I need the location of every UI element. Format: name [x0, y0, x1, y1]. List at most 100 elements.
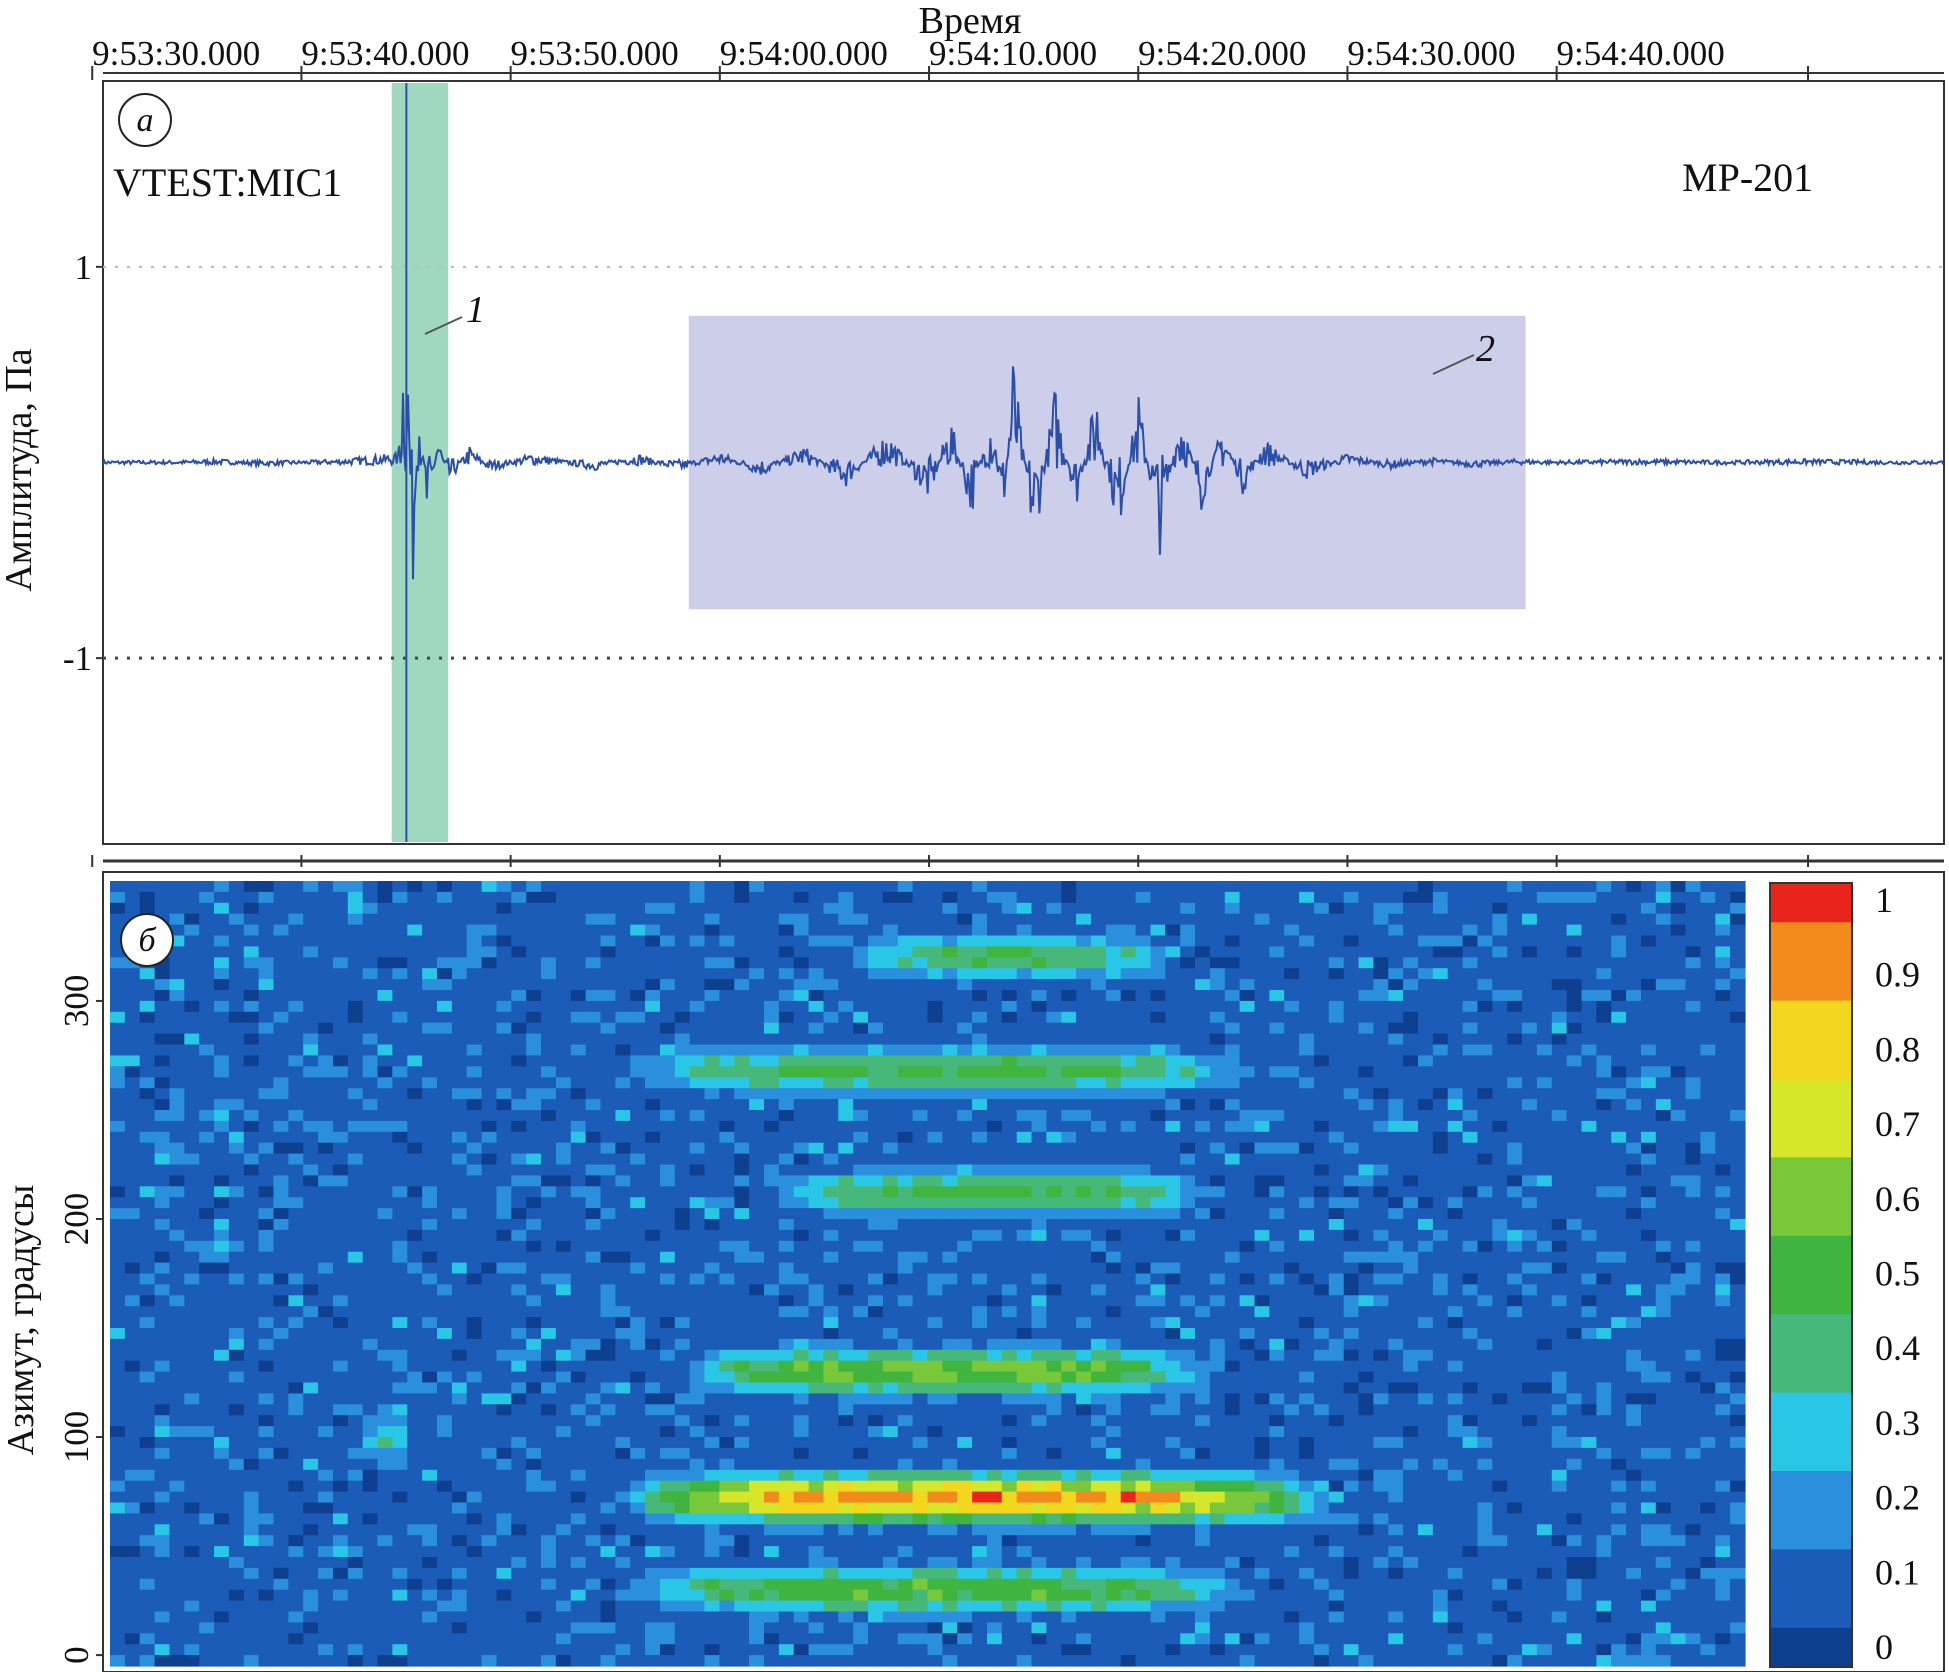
- heatmap-cell: [1016, 1426, 1033, 1438]
- heatmap-cell: [124, 1491, 141, 1504]
- heatmap-cell: [1105, 913, 1122, 926]
- heatmap-cell: [660, 1175, 676, 1187]
- heatmap-cell: [853, 881, 869, 893]
- heatmap-cell: [868, 924, 884, 937]
- heatmap-cell: [897, 1371, 914, 1384]
- heatmap-cell: [303, 1306, 319, 1318]
- heatmap-cell: [793, 1404, 810, 1416]
- heatmap-cell: [868, 1186, 884, 1198]
- heatmap-cell: [1105, 1186, 1122, 1198]
- heatmap-cell: [927, 946, 943, 958]
- heatmap-cell: [214, 1219, 230, 1231]
- heatmap-cell: [823, 1393, 839, 1405]
- heatmap-cell: [466, 881, 483, 893]
- heatmap-cell: [942, 1273, 958, 1285]
- heatmap-cell: [199, 913, 215, 926]
- heatmap-cell: [1001, 1557, 1018, 1569]
- heatmap-cell: [674, 1055, 691, 1067]
- heatmap-cell: [927, 1055, 943, 1067]
- heatmap-cell: [853, 1033, 869, 1046]
- heatmap-cell: [704, 1000, 720, 1013]
- heatmap-cell: [288, 924, 304, 937]
- heatmap-cell: [154, 1480, 171, 1493]
- heatmap-cell: [214, 1110, 230, 1122]
- heatmap-cell: [555, 1404, 572, 1416]
- heatmap-cell: [526, 1437, 542, 1449]
- heatmap-cell: [422, 1589, 438, 1602]
- heatmap-cell: [897, 1633, 914, 1645]
- heatmap-cell: [1076, 1077, 1092, 1089]
- heatmap-cell: [362, 1197, 379, 1209]
- heatmap-cell: [214, 1371, 230, 1384]
- heatmap-cell: [139, 1633, 156, 1645]
- heatmap-cell: [541, 1600, 557, 1613]
- heatmap-cell: [243, 1011, 260, 1024]
- heatmap-cell: [169, 1535, 185, 1547]
- heatmap-cell: [303, 1295, 319, 1307]
- heatmap-cell: [511, 1469, 527, 1482]
- heatmap-cell: [1001, 1360, 1018, 1373]
- heatmap-cell: [347, 1600, 364, 1613]
- heatmap-cell: [897, 1099, 914, 1111]
- station-label: МР-201: [1682, 155, 1813, 200]
- heatmap-cell: [1001, 1415, 1018, 1427]
- heatmap-cell: [585, 1328, 602, 1340]
- heatmap-cell: [154, 1099, 171, 1111]
- heatmap-cell: [630, 1415, 646, 1427]
- heatmap-cell: [719, 881, 735, 893]
- heatmap-cell: [972, 1077, 988, 1089]
- heatmap-cell: [362, 968, 379, 980]
- heatmap-cell: [496, 1546, 512, 1558]
- heatmap-cell: [555, 979, 572, 991]
- heatmap-cell: [288, 1611, 304, 1623]
- heatmap-cell: [764, 891, 780, 904]
- heatmap-cell: [362, 1502, 379, 1514]
- heatmap-cell: [972, 1262, 988, 1275]
- heatmap-cell: [377, 1186, 393, 1198]
- heatmap-cell: [214, 990, 230, 1002]
- heatmap-cell: [882, 1229, 899, 1242]
- heatmap-cell: [838, 1295, 854, 1307]
- heatmap-cell: [392, 1153, 408, 1166]
- heatmap-cell: [734, 913, 750, 926]
- heatmap-cell: [897, 957, 914, 969]
- heatmap-cell: [570, 1000, 587, 1013]
- heatmap-cell: [674, 1578, 691, 1591]
- heatmap-cell: [214, 1622, 230, 1634]
- heatmap-cell: [764, 1502, 780, 1514]
- heatmap-cell: [362, 1393, 379, 1405]
- heatmap-cell: [228, 1099, 245, 1111]
- heatmap-cell: [734, 1328, 750, 1340]
- heatmap-cell: [377, 1458, 393, 1471]
- heatmap-cell: [243, 1567, 260, 1580]
- heatmap-cell: [808, 1120, 825, 1133]
- heatmap-cell: [793, 1295, 810, 1307]
- heatmap-cell: [392, 1099, 408, 1111]
- heatmap-cell: [451, 891, 468, 904]
- heatmap-cell: [541, 1099, 557, 1111]
- heatmap-cell: [749, 1360, 765, 1373]
- heatmap-cell: [853, 1524, 869, 1536]
- heatmap-cell: [823, 891, 839, 904]
- heatmap-cell: [451, 1284, 468, 1296]
- heatmap-cell: [1091, 1328, 1107, 1340]
- heatmap-cell: [778, 1022, 795, 1035]
- heatmap-cell: [674, 1251, 691, 1264]
- heatmap-cell: [154, 1175, 171, 1187]
- heatmap-cell: [1105, 1120, 1122, 1133]
- heatmap-cell: [377, 1262, 393, 1275]
- heatmap-cell: [481, 1153, 498, 1166]
- heatmap-cell: [1046, 924, 1062, 937]
- heatmap-cell: [719, 1600, 735, 1613]
- heatmap-cell: [184, 1240, 200, 1253]
- heatmap-cell: [600, 1099, 616, 1111]
- heatmap-cell: [823, 1480, 839, 1493]
- heatmap-cell: [972, 1197, 988, 1209]
- heatmap-cell: [481, 1469, 498, 1482]
- heatmap-cell: [942, 1055, 958, 1067]
- heatmap-cell: [972, 1644, 988, 1656]
- heatmap-cell: [704, 1546, 720, 1558]
- heatmap-cell: [927, 1229, 943, 1242]
- heatmap-cell: [734, 891, 750, 904]
- heatmap-cell: [660, 1306, 676, 1318]
